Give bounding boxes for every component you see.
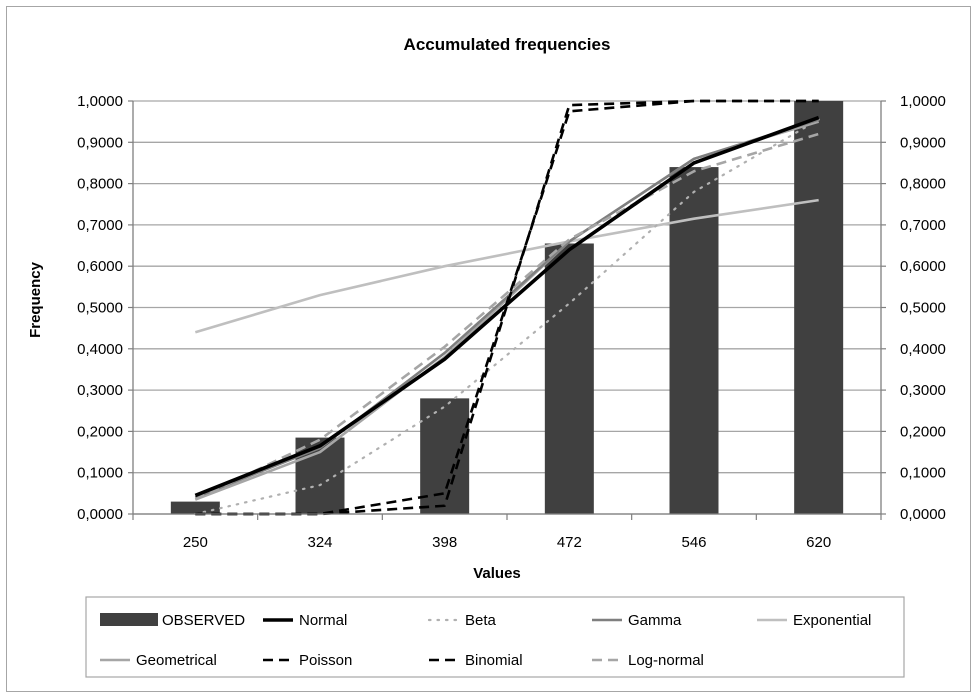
y-tick-label-right: 0,0000: [900, 506, 946, 523]
y-tick-label: 0,9000: [77, 134, 123, 151]
legend-label: Exponential: [793, 612, 871, 629]
y-tick-label: 0,0000: [77, 506, 123, 523]
legend-box: [85, 596, 905, 678]
y-tick-label: 0,3000: [77, 382, 123, 399]
bar-observed: [295, 437, 345, 514]
series-line-exponential: [194, 198, 819, 334]
legend-label: Geometrical: [136, 652, 217, 669]
y-tick-label-right: 0,2000: [900, 423, 946, 440]
chart-title: Accumulated frequencies: [404, 35, 611, 54]
y-tick-label: 0,8000: [77, 176, 123, 193]
legend-label: OBSERVED: [162, 612, 245, 629]
bars: [170, 101, 844, 515]
x-tick-label: 250: [183, 534, 208, 551]
y-tick-label-right: 0,1000: [900, 465, 946, 482]
series-line-log-normal: [194, 132, 820, 501]
legend-label: Gamma: [628, 612, 682, 629]
legend: OBSERVED Normal Beta Gamma Exponential Geomet…: [85, 596, 905, 678]
bar-observed: [170, 501, 220, 514]
x-tick-label: 398: [432, 534, 457, 551]
legend-label: Poisson: [299, 652, 352, 669]
legend-label: Log-normal: [628, 652, 704, 669]
y-tick-label: 0,5000: [77, 300, 123, 317]
bar-observed: [794, 101, 844, 514]
y-axis-right-ticks: 0,0000 0,1000 0,2000 0,3000 0,4000 0,5000 0,60…: [900, 93, 946, 523]
y-tick-label-right: 1,0000: [900, 93, 946, 110]
y-tick-label: 0,6000: [77, 258, 123, 275]
x-tick-label: 620: [806, 534, 831, 551]
y-tick-label-right: 0,7000: [900, 217, 946, 234]
y-tick-label-right: 0,4000: [900, 341, 946, 358]
series-line-beta: [194, 118, 820, 516]
bar-observed: [544, 243, 594, 515]
series-line-normal: [194, 115, 820, 498]
y-tick-label: 0,2000: [77, 423, 123, 440]
y-tick-label-right: 0,5000: [900, 300, 946, 317]
y-tick-label: 0,7000: [77, 217, 123, 234]
series-line-gamma: [194, 118, 820, 499]
y-tick-label-right: 0,8000: [900, 176, 946, 193]
x-tick-label: 472: [557, 534, 582, 551]
y-tick-label-right: 0,3000: [900, 382, 946, 399]
legend-label: Binomial: [465, 652, 523, 669]
x-tick-label: 546: [681, 534, 706, 551]
y-tick-label: 0,1000: [77, 465, 123, 482]
series-line-geometrical: [194, 120, 820, 501]
axes: [128, 100, 886, 520]
y-tick-label-right: 0,6000: [900, 258, 946, 275]
y-tick-label: 1,0000: [77, 93, 123, 110]
legend-label: Normal: [299, 612, 347, 629]
y-axis-title: Frequency: [27, 261, 44, 338]
legend-label: Beta: [465, 612, 497, 629]
x-tick-label: 324: [307, 534, 332, 551]
bar-observed: [669, 167, 719, 514]
x-axis-title: Values: [473, 565, 521, 582]
y-tick-label: 0,4000: [77, 341, 123, 358]
legend-swatch-observed: [100, 613, 158, 626]
y-axis-left-ticks: 0,0000 0,1000 0,2000 0,3000 0,4000 0,5000 0,60…: [77, 93, 123, 523]
x-axis-ticks: 250 324 398 472 546 620: [183, 534, 831, 551]
y-tick-label-right: 0,9000: [900, 134, 946, 151]
